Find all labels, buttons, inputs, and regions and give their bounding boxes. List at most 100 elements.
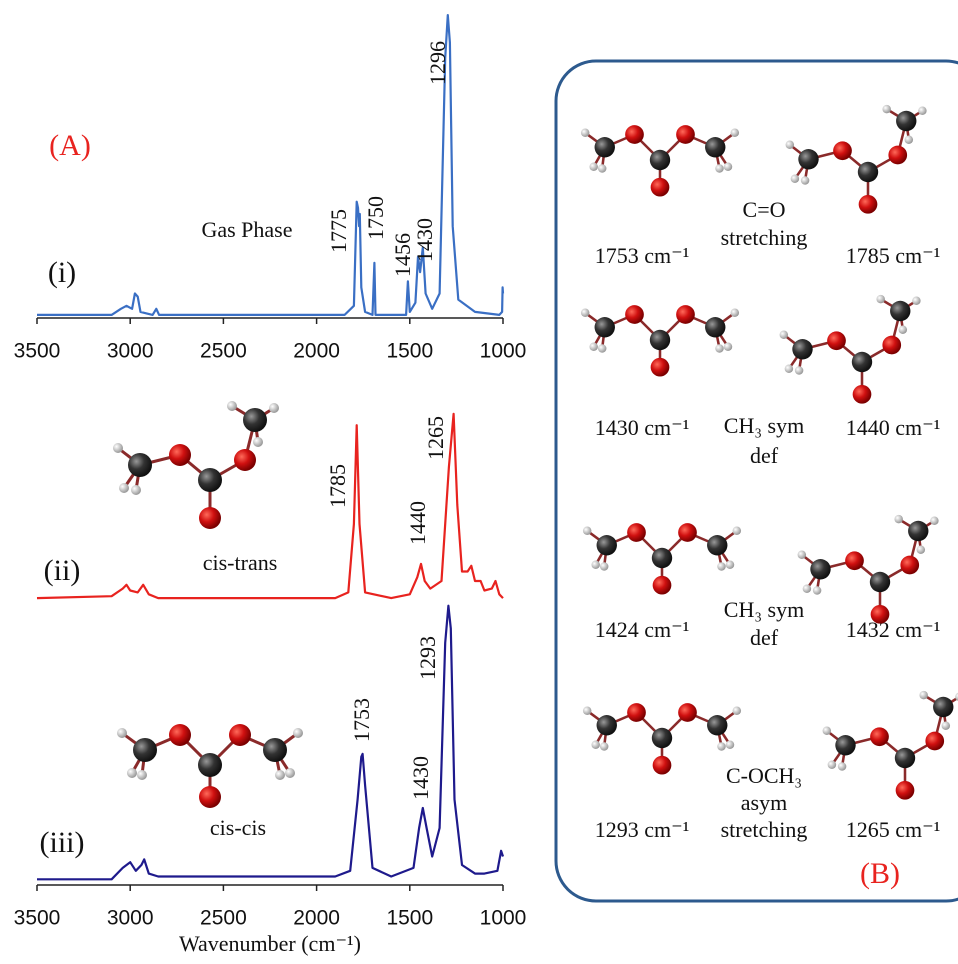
molecule xyxy=(581,125,739,196)
carbon-atom xyxy=(890,301,910,321)
hydrogen-atom xyxy=(285,768,295,778)
oxygen-atom xyxy=(853,385,872,404)
hydrogen-atom xyxy=(930,517,939,526)
hydrogen-atom xyxy=(715,164,724,173)
hydrogen-atom xyxy=(137,770,147,780)
molecule xyxy=(798,515,939,624)
mode-label: C-OCH₃ xyxy=(726,763,802,788)
hydrogen-atom xyxy=(785,365,794,374)
carbon-atom xyxy=(597,535,617,555)
x-tick-label: 2500 xyxy=(200,907,247,930)
x-tick-label: 2500 xyxy=(200,340,247,363)
hydrogen-atom xyxy=(591,741,600,750)
mode-label: C=O xyxy=(743,197,786,222)
peak-label: 1785 xyxy=(325,464,350,508)
carbon-atom xyxy=(652,728,672,748)
hydrogen-atom xyxy=(801,176,810,185)
hydrogen-atom xyxy=(598,164,607,173)
hydrogen-atom xyxy=(882,105,891,114)
molecule xyxy=(823,691,958,800)
frequency-label: 1432 cm⁻¹ xyxy=(846,617,941,642)
mode-label: stretching xyxy=(721,225,808,250)
hydrogen-atom xyxy=(917,545,926,554)
oxygen-atom xyxy=(625,305,644,324)
mode-label: CH₃ sym xyxy=(724,413,804,438)
hydrogen-atom xyxy=(733,527,742,536)
peak-label: 1296 xyxy=(425,41,450,85)
hydrogen-atom xyxy=(113,443,123,453)
carbon-atom xyxy=(243,408,267,432)
hydrogen-atom xyxy=(726,561,735,570)
oxygen-atom xyxy=(229,724,251,746)
frequency-label: 1293 cm⁻¹ xyxy=(595,817,690,842)
hydrogen-atom xyxy=(724,163,733,172)
carbon-atom xyxy=(652,548,672,568)
spectrum-annotation: Gas Phase xyxy=(201,217,292,242)
x-axis-title: Wavenumber (cm⁻¹) xyxy=(179,931,361,956)
oxygen-atom xyxy=(870,727,889,746)
x-tick-label: 1500 xyxy=(386,907,433,930)
spectrum-annotation: cis-trans xyxy=(203,550,278,575)
hydrogen-atom xyxy=(715,344,724,353)
carbon-atom xyxy=(705,317,725,337)
oxygen-atom xyxy=(859,195,878,214)
hydrogen-atom xyxy=(726,741,735,750)
hydrogen-atom xyxy=(589,163,598,172)
oxygen-atom xyxy=(627,703,646,722)
molecule xyxy=(786,105,927,214)
hydrogen-atom xyxy=(731,309,740,318)
carbon-atom xyxy=(908,521,928,541)
hydrogen-atom xyxy=(598,344,607,353)
hydrogen-atom xyxy=(798,551,807,560)
carbon-atom xyxy=(128,453,152,477)
oxygen-atom xyxy=(833,141,852,160)
hydrogen-atom xyxy=(227,401,237,411)
molecule xyxy=(113,401,279,529)
oxygen-atom xyxy=(925,732,944,751)
hydrogen-atom xyxy=(894,515,903,524)
oxygen-atom xyxy=(169,444,191,466)
frequency-label: 1424 cm⁻¹ xyxy=(595,617,690,642)
oxygen-atom xyxy=(627,523,646,542)
carbon-atom xyxy=(198,468,222,492)
x-tick-label: 2000 xyxy=(293,340,340,363)
hydrogen-atom xyxy=(919,691,928,700)
oxygen-atom xyxy=(625,125,644,144)
oxygen-atom xyxy=(882,336,901,355)
hydrogen-atom xyxy=(275,770,285,780)
hydrogen-atom xyxy=(269,403,279,413)
peak-label: 1265 xyxy=(423,416,448,460)
carbon-atom xyxy=(198,753,222,777)
hydrogen-atom xyxy=(791,175,800,184)
peak-label: 1753 xyxy=(349,698,374,742)
mode-label: CH₃ sym xyxy=(724,597,804,622)
figure-label: (A) xyxy=(49,129,91,162)
hydrogen-atom xyxy=(731,129,740,138)
x-tick-label: 3000 xyxy=(107,340,154,363)
hydrogen-atom xyxy=(876,295,885,304)
carbon-atom xyxy=(896,111,916,131)
oxygen-atom xyxy=(651,358,670,377)
carbon-atom xyxy=(835,735,855,755)
figure: (A) (B) 350030002500200015001000(i)Gas P… xyxy=(0,0,958,964)
hydrogen-atom xyxy=(918,107,927,116)
carbon-atom xyxy=(933,697,953,717)
hydrogen-atom xyxy=(119,483,129,493)
oxygen-atom xyxy=(653,756,672,775)
hydrogen-atom xyxy=(733,707,742,716)
hydrogen-atom xyxy=(942,721,951,730)
peak-label: 1430 xyxy=(408,756,433,800)
x-tick-label: 3500 xyxy=(14,907,61,930)
oxygen-atom xyxy=(678,523,697,542)
hydrogen-atom xyxy=(581,129,590,138)
oxygen-atom xyxy=(900,556,919,575)
oxygen-atom xyxy=(653,576,672,595)
x-tick-label: 2000 xyxy=(293,907,340,930)
x-tick-label: 3500 xyxy=(14,340,61,363)
carbon-atom xyxy=(650,150,670,170)
hydrogen-atom xyxy=(912,297,921,306)
oxygen-atom xyxy=(678,703,697,722)
spectrum-label: (i) xyxy=(48,256,76,289)
carbon-atom xyxy=(597,715,617,735)
carbon-atom xyxy=(858,162,878,182)
